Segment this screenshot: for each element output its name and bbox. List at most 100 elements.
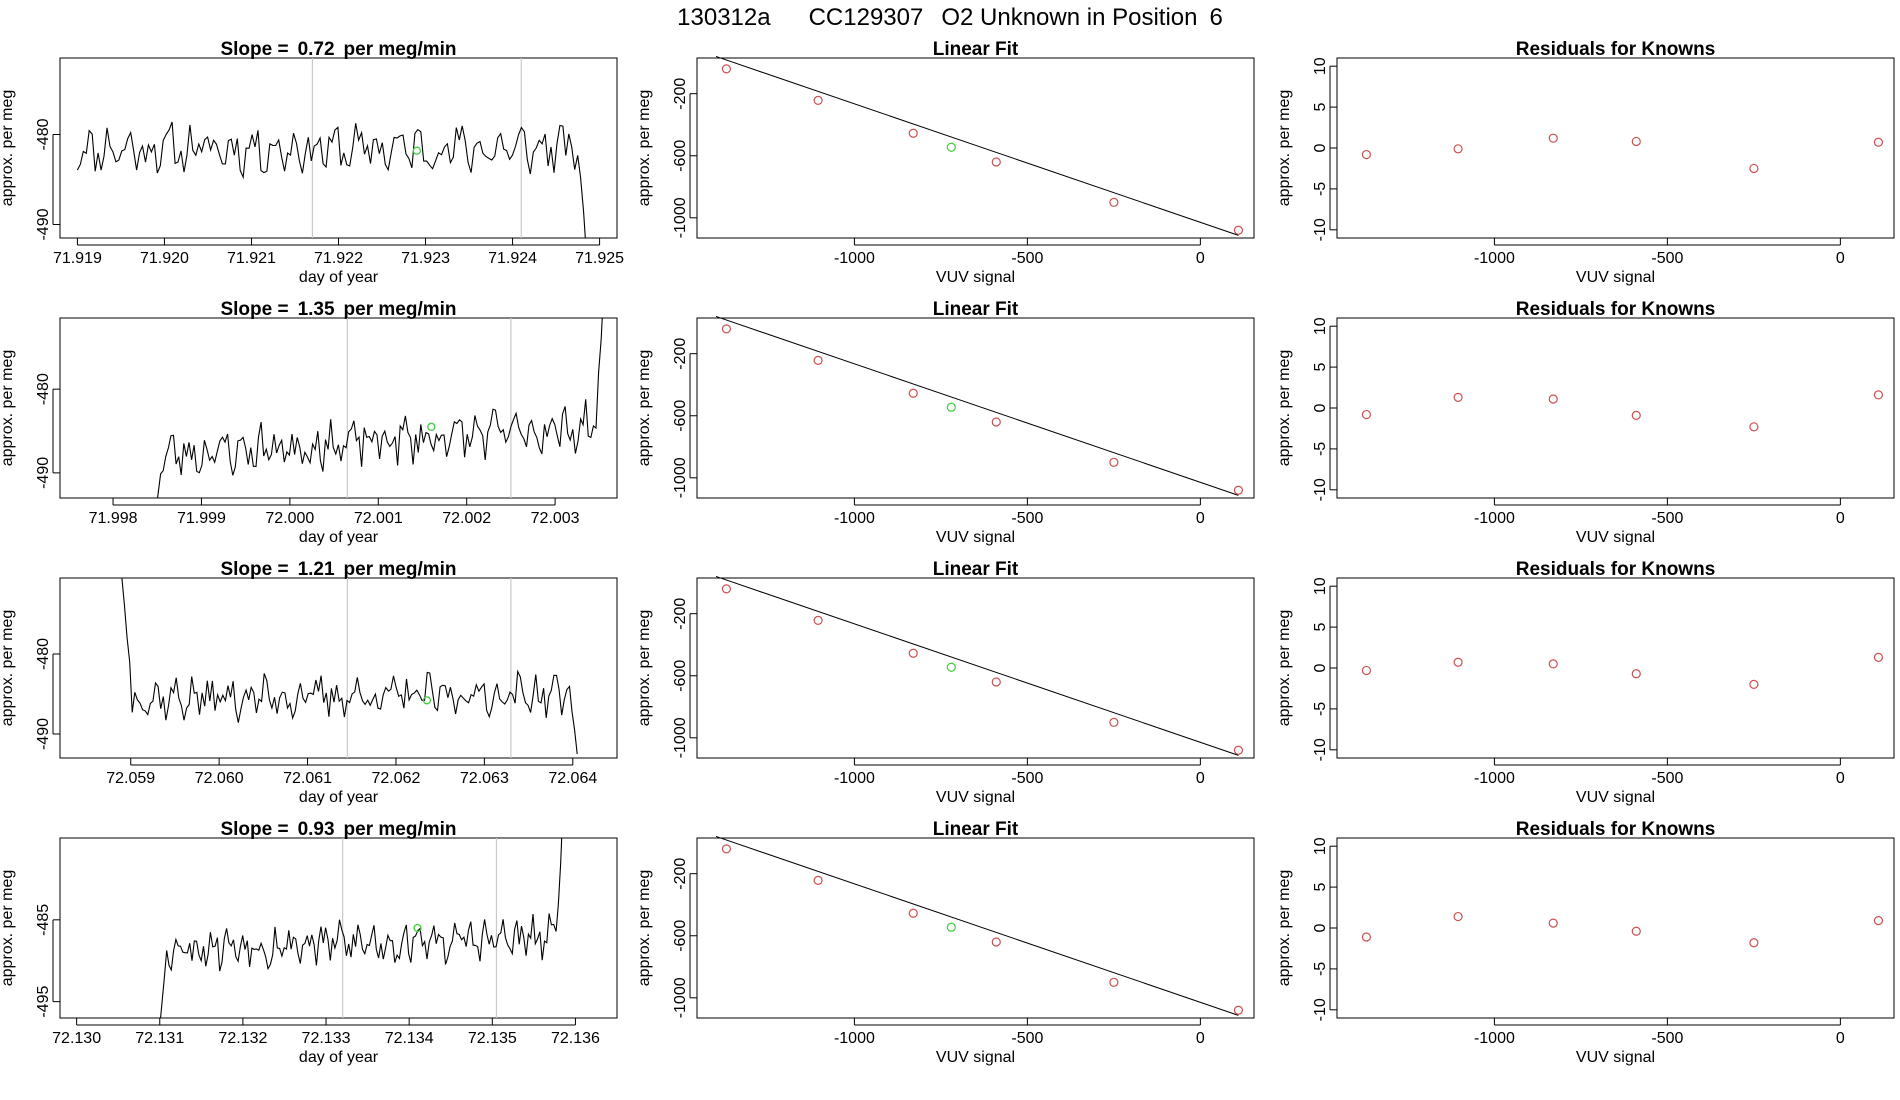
residual-point xyxy=(1749,163,1759,174)
slope-unit: per meg/min xyxy=(344,819,457,840)
known-point xyxy=(813,615,823,625)
plot-box xyxy=(1336,57,1895,239)
row3-fit-panel: -1000 -500 0 -200 -600 -1000 VUV signal approx.… xyxy=(636,559,1255,806)
y-tick-label: -5 xyxy=(1312,182,1329,196)
residual-point xyxy=(1873,137,1884,147)
row4-time-panel: 72.130 72.131 72.132 72.133 72.134 72.135 72.1… xyxy=(0,819,618,1066)
x-tick-label: -500 xyxy=(1011,770,1043,787)
x-tick-label: -1000 xyxy=(834,250,875,267)
x-axis-label: VUV signal xyxy=(936,269,1015,286)
residual-point xyxy=(1631,410,1641,420)
known-point xyxy=(1109,457,1119,467)
panel-grid: 71.919 71.920 71.921 71.922 71.923 71.924 71.9… xyxy=(0,39,1895,1066)
row2-fit-panel: -1000 -500 0 -200 -600 -1000 VUV signal approx.… xyxy=(636,299,1255,546)
slope-prefix: Slope = xyxy=(220,559,288,580)
panel-title: Slope = 0.72 per meg/min xyxy=(220,39,456,60)
x-axis-label: day of year xyxy=(299,789,379,806)
row4-fit-panel: -1000 -500 0 -200 -600 -1000 VUV signal approx.… xyxy=(636,819,1255,1066)
x-tick-label: -500 xyxy=(1011,1030,1043,1047)
x-tick-label: 71.924 xyxy=(488,250,537,267)
x-tick-label: 72.133 xyxy=(302,1030,351,1047)
y-tick-label: 10 xyxy=(1312,317,1329,335)
y-tick-label: -1000 xyxy=(672,197,689,238)
x-tick-label: 0 xyxy=(1196,250,1205,267)
signal-trace xyxy=(76,121,586,238)
y-axis-label: approx. per meg xyxy=(0,350,16,467)
signal-trace xyxy=(121,578,578,755)
known-point xyxy=(908,648,918,658)
unknown-point xyxy=(946,142,956,152)
plot-box xyxy=(696,57,1255,239)
x-tick-label: 72.001 xyxy=(354,510,403,527)
y-axis-label: approx. per meg xyxy=(636,610,653,727)
y-axis-label: approx. per meg xyxy=(636,870,653,987)
x-tick-label: 0 xyxy=(1196,510,1205,527)
x-tick-label: -1000 xyxy=(1474,250,1515,267)
y-axis-label: approx. per meg xyxy=(0,90,16,207)
figure-title: 130312a CC129307 O2 Unknown in Position 6 xyxy=(677,4,1223,31)
y-tick-label: -490 xyxy=(35,718,52,750)
signal-trace xyxy=(157,318,603,498)
x-tick-label: 72.131 xyxy=(135,1030,184,1047)
known-point xyxy=(1233,485,1244,495)
x-tick-label: 0 xyxy=(1196,1030,1205,1047)
x-axis-label: VUV signal xyxy=(936,529,1015,546)
y-tick-label: -200 xyxy=(672,78,689,110)
unknown-marker xyxy=(413,923,422,933)
x-axis-label: VUV signal xyxy=(936,1049,1015,1066)
x-tick-label: -1000 xyxy=(834,1030,875,1047)
y-tick-label: 5 xyxy=(1312,623,1329,632)
x-tick-label: -1000 xyxy=(834,510,875,527)
x-axis-label: VUV signal xyxy=(1576,269,1655,286)
x-tick-label: 72.063 xyxy=(460,770,509,787)
x-tick-label: 72.135 xyxy=(468,1030,517,1047)
residual-point xyxy=(1453,144,1463,154)
y-axis-label: approx. per meg xyxy=(1276,90,1293,207)
plot-box xyxy=(696,317,1255,499)
slope-value: 1.21 xyxy=(298,559,335,580)
x-tick-label: 72.000 xyxy=(265,510,314,527)
x-tick-label: -500 xyxy=(1011,250,1043,267)
y-axis-label: approx. per meg xyxy=(636,350,653,467)
y-axis-label: approx. per meg xyxy=(0,870,16,987)
panel-title: Slope = 1.35 per meg/min xyxy=(220,299,456,320)
x-tick-label: 71.998 xyxy=(89,510,138,527)
y-tick-label: -480 xyxy=(35,373,52,405)
x-tick-label: -500 xyxy=(1651,250,1683,267)
x-tick-label: 0 xyxy=(1836,770,1845,787)
y-tick-label: -200 xyxy=(672,858,689,890)
fit-line xyxy=(715,315,1239,496)
known-point xyxy=(813,875,823,885)
x-tick-label: 0 xyxy=(1836,1030,1845,1047)
y-tick-label: -10 xyxy=(1312,998,1329,1021)
known-point xyxy=(991,677,1001,687)
known-point xyxy=(908,908,918,918)
residual-point xyxy=(1548,918,1558,928)
x-tick-label: 72.059 xyxy=(106,770,155,787)
row2-residuals-panel: -1000 -500 0 10 5 0 -5 -10 VUV signal approx. per… xyxy=(1276,299,1895,546)
panel-title: Linear Fit xyxy=(933,559,1019,580)
residual-point xyxy=(1548,659,1558,669)
x-tick-label: 71.919 xyxy=(53,250,102,267)
known-point xyxy=(721,324,732,334)
x-axis-label: VUV signal xyxy=(1576,529,1655,546)
fit-line xyxy=(715,575,1239,756)
y-tick-label: -200 xyxy=(672,598,689,630)
x-tick-label: -500 xyxy=(1651,1030,1683,1047)
known-point xyxy=(1233,1005,1244,1015)
x-tick-label: 72.136 xyxy=(551,1030,600,1047)
row4-residuals-panel: -1000 -500 0 10 5 0 -5 -10 VUV signal approx. per… xyxy=(1276,819,1895,1066)
residual-point xyxy=(1749,938,1759,948)
residual-point xyxy=(1873,390,1884,400)
plot-box xyxy=(1336,577,1895,759)
panel-title: Residuals for Knowns xyxy=(1516,39,1716,60)
x-tick-label: 71.999 xyxy=(177,510,226,527)
known-point xyxy=(1233,225,1244,235)
slope-prefix: Slope = xyxy=(220,819,288,840)
y-tick-label: 10 xyxy=(1312,577,1329,595)
x-tick-label: 72.062 xyxy=(371,770,420,787)
row1-fit-panel: -1000 -500 0 -200 -600 -1000 VUV signal approx.… xyxy=(636,39,1255,286)
unknown-marker xyxy=(422,696,432,705)
y-tick-label: -480 xyxy=(35,118,52,150)
unknown-point xyxy=(946,922,956,932)
